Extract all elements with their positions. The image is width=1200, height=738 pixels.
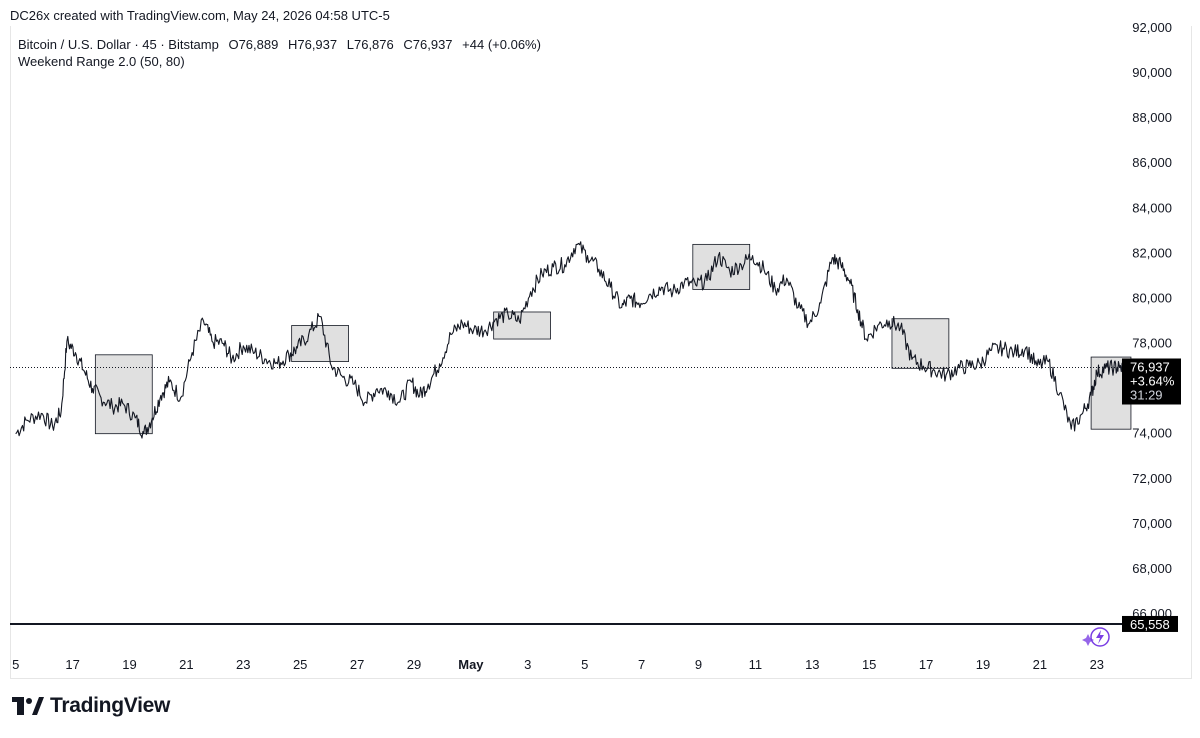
ohlc-high: H76,937	[287, 37, 338, 52]
chart-pane[interactable]	[10, 26, 1192, 679]
ohlc-low: L76,876	[346, 37, 394, 52]
x-tick-label: 27	[350, 657, 364, 672]
weekend-range-box	[94, 354, 153, 435]
x-tick-label: 19	[976, 657, 990, 672]
y-tick-label: 84,000	[1132, 200, 1172, 215]
y-tick-label: 88,000	[1132, 110, 1172, 125]
level-label-value: 65,558	[1130, 617, 1170, 632]
ohlc-close: C76,937	[403, 37, 453, 52]
x-tick-label: 29	[407, 657, 421, 672]
y-tick-label: 70,000	[1132, 516, 1172, 531]
last-price-value: 76,937	[1130, 359, 1170, 374]
x-tick-label: 5	[12, 657, 19, 672]
x-tick-label: 23	[236, 657, 250, 672]
y-tick-label: 92,000	[1132, 20, 1172, 35]
x-tick-label: 21	[179, 657, 193, 672]
tradingview-footer[interactable]: TradingView	[12, 694, 170, 718]
x-tick-label: 19	[122, 657, 136, 672]
y-tick-label: 78,000	[1132, 336, 1172, 351]
x-tick-label: 5	[581, 657, 588, 672]
x-tick-label: 25	[293, 657, 307, 672]
x-tick-label: 21	[1033, 657, 1047, 672]
x-tick-label: 9	[695, 657, 702, 672]
x-tick-label: 23	[1090, 657, 1104, 672]
y-tick-label: 82,000	[1132, 245, 1172, 260]
symbol-name[interactable]: Bitcoin / U.S. Dollar · 45 · Bitstamp	[18, 37, 219, 52]
tradingview-logo-icon	[12, 697, 44, 715]
last-price-label	[1122, 358, 1181, 405]
lightning-badge-icon[interactable]	[1082, 627, 1110, 647]
x-tick-label: 7	[638, 657, 645, 672]
y-tick-label: 68,000	[1132, 561, 1172, 576]
price-line	[15, 241, 1129, 439]
bar-countdown: 31:29	[1130, 387, 1163, 402]
x-tick-label: 15	[862, 657, 876, 672]
y-tick-label: 86,000	[1132, 155, 1172, 170]
weekend-range-boxes	[94, 243, 1132, 435]
x-tick-label: 3	[524, 657, 531, 672]
tradingview-brand: TradingView	[50, 694, 171, 717]
y-tick-label: 90,000	[1132, 65, 1172, 80]
chart-credit: DC26x created with TradingView.com, May …	[10, 8, 390, 23]
x-tick-label: 17	[65, 657, 79, 672]
price-overlays: 76,937+3.64%31:29 65,558	[10, 358, 1181, 647]
indicator-name[interactable]: Weekend Range 2.0 (50, 80)	[18, 54, 185, 69]
level-label	[1122, 615, 1178, 632]
y-tick-label: 74,000	[1132, 426, 1172, 441]
ohlc-change: +44 (+0.06%)	[462, 37, 541, 52]
x-tick-label: May	[458, 657, 484, 672]
ohlc-open: O76,889	[228, 37, 279, 52]
chart-legend: Bitcoin / U.S. Dollar · 45 · Bitstamp O7…	[18, 36, 547, 70]
y-axis: 66,00068,00070,00072,00074,00076,00078,0…	[1132, 20, 1172, 621]
x-axis: 5 17 19 21 23 25 27 29 May 3 5 7 9 11 13 15 17 19 21 23	[12, 657, 1104, 672]
last-price-change: +3.64%	[1130, 373, 1175, 388]
x-tick-label: 17	[919, 657, 933, 672]
price-series	[15, 241, 1129, 439]
symbol-row: Bitcoin / U.S. Dollar · 45 · Bitstamp O7…	[18, 36, 547, 53]
x-tick-label: 11	[749, 657, 763, 672]
y-tick-label: 80,000	[1132, 290, 1172, 305]
x-tick-label: 13	[805, 657, 819, 672]
weekend-range-box	[493, 311, 551, 340]
y-tick-label: 72,000	[1132, 471, 1172, 486]
